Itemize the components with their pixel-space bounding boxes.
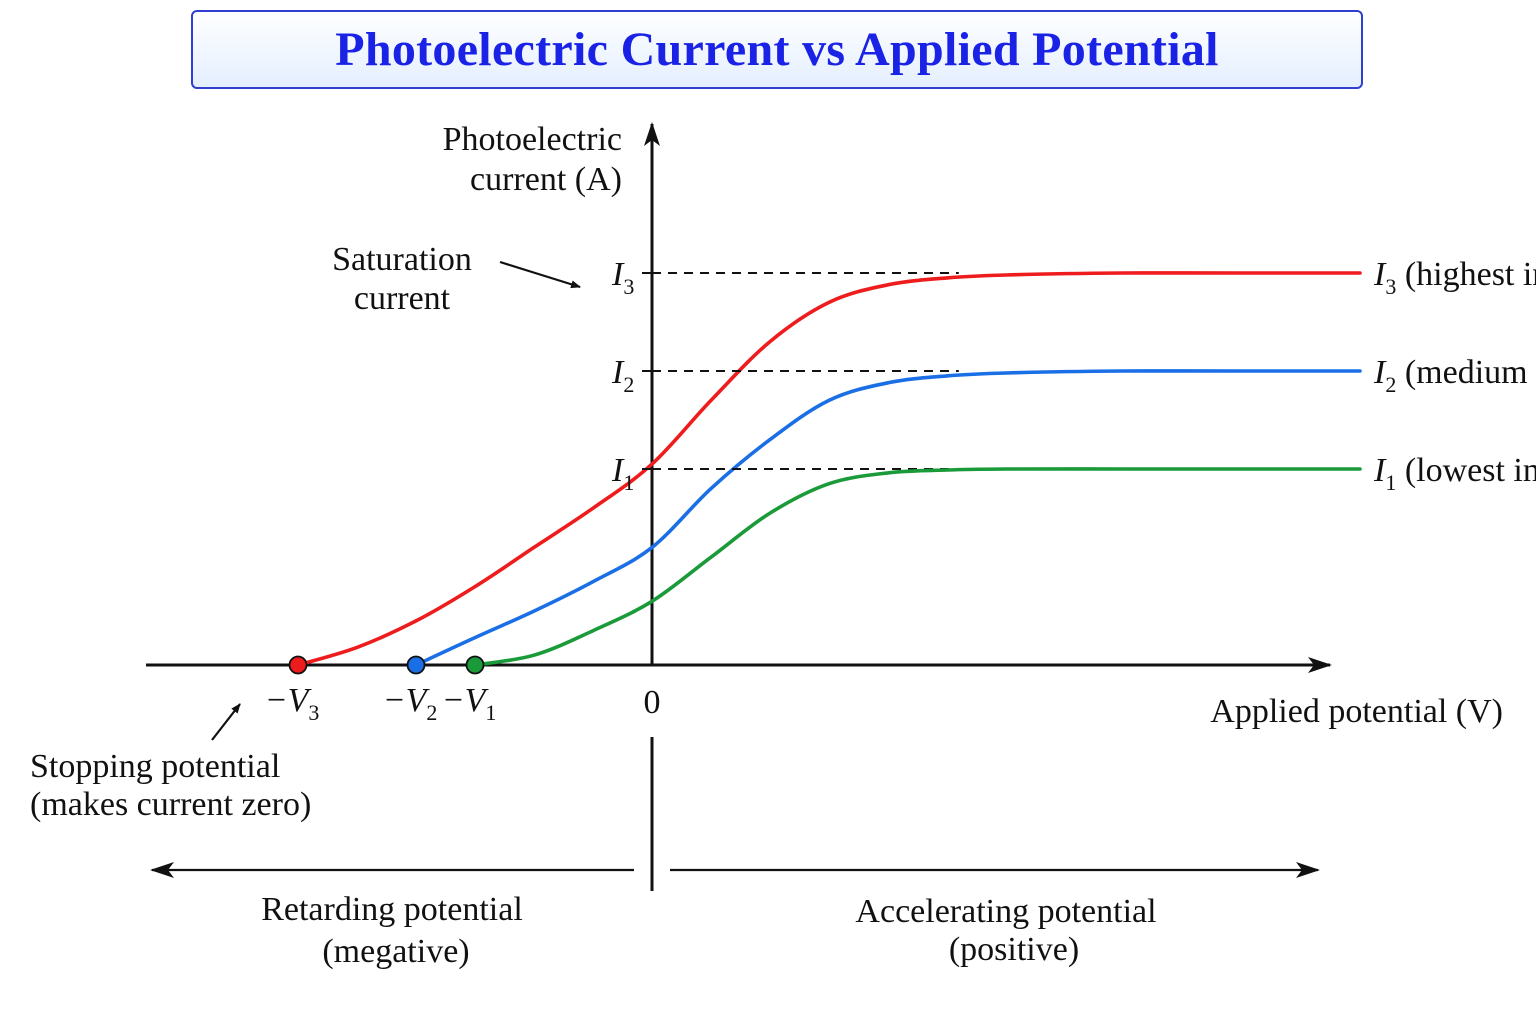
stopping-arrow (211, 703, 241, 741)
y-axis-label-line1: Photoelectric (443, 121, 622, 158)
stopping-label-i1: −V1 (442, 682, 497, 725)
curve-i3 (296, 271, 1362, 667)
series-label-i1: I1 (lowest intensity) (1373, 452, 1536, 495)
origin-label: 0 (644, 684, 661, 721)
stopping-point-i1 (465, 655, 485, 675)
retarding-label-line2: (megative) (322, 933, 469, 970)
stopping-label-line1: Stopping potential (30, 748, 280, 785)
y-tick-label-i2: I2 (611, 354, 634, 397)
curve-i1 (473, 467, 1362, 667)
curve-i2 (414, 369, 1362, 667)
y-axis-label-line2: current (A) (470, 161, 622, 198)
y-tick-label-i1: I1 (611, 452, 634, 495)
stopping-point-i3 (288, 655, 308, 675)
series-label-i2: I2 (medium intensity) (1373, 354, 1536, 397)
accelerating-label-line2: (positive) (949, 931, 1079, 968)
title-box: Photoelectric Current vs Applied Potenti… (191, 10, 1363, 89)
stopping-label-i2: −V2 (383, 682, 438, 725)
chart-title: Photoelectric Current vs Applied Potenti… (335, 23, 1219, 76)
series-layer: I3 I3 (highest intensity) −V3 I2 I2 (medium … (265, 256, 1536, 725)
y-tick-label-i3: I3 (611, 256, 634, 299)
saturation-arrow (499, 260, 581, 289)
series-label-i3: I3 (highest intensity) (1373, 256, 1536, 299)
stopping-label-line2: (makes current zero) (30, 786, 311, 823)
stopping-point-i2 (406, 655, 426, 675)
accelerating-label-line1: Accelerating potential (855, 893, 1156, 930)
saturation-label-line2: current (354, 280, 451, 317)
retarding-label-line1: Retarding potential (261, 891, 523, 928)
stopping-label-i3: −V3 (265, 682, 320, 725)
x-axis-label: Applied potential (V) (1210, 693, 1503, 730)
saturation-label-line1: Saturation (332, 241, 472, 278)
